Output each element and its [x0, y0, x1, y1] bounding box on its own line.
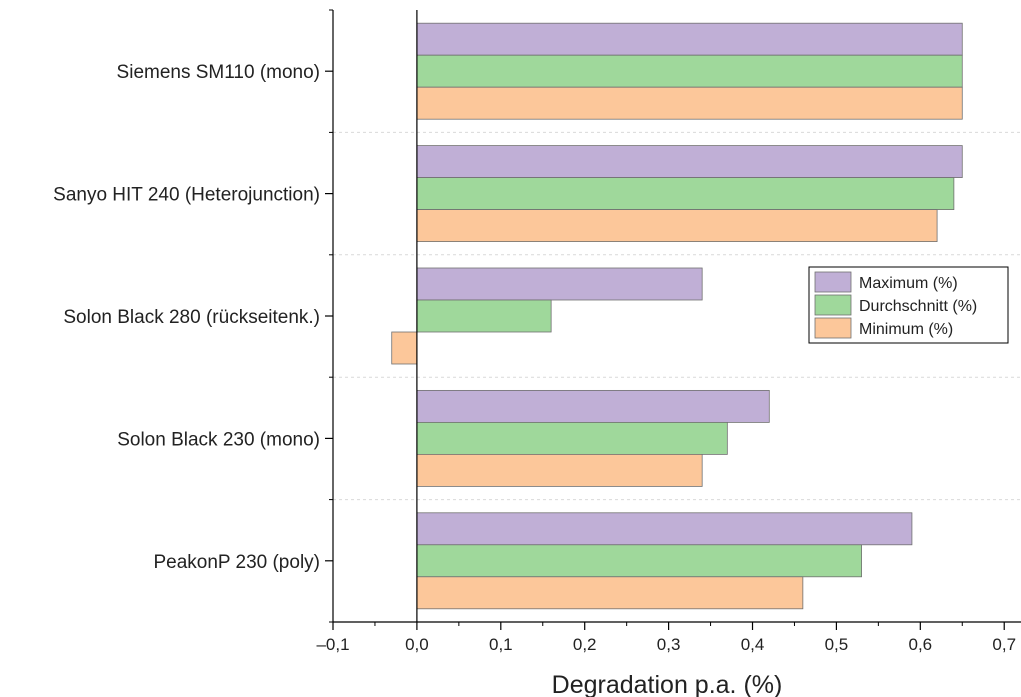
y-tick-label: Solon Black 230 (mono): [117, 429, 320, 450]
bar: [416, 54, 963, 88]
x-tick-label: 0,7: [992, 635, 1016, 654]
bar: [416, 421, 728, 455]
legend-label: Durchschnitt (%): [859, 298, 977, 315]
grid-layer: [333, 131, 1021, 501]
x-tick-label: 0,2: [573, 635, 597, 654]
legend-label: Maximum (%): [859, 275, 958, 292]
bars-layer: [391, 22, 963, 610]
y-tick-label: Sanyo HIT 240 (Heterojunction): [53, 185, 320, 206]
legend-swatch: [814, 317, 852, 339]
bar: [416, 22, 963, 56]
x-tick-label: 0,6: [908, 635, 932, 654]
bar: [391, 331, 418, 365]
bar: [416, 576, 804, 610]
axes-layer: [325, 9, 1021, 630]
bar: [416, 209, 938, 243]
bar: [416, 512, 913, 546]
y-tick-label: Siemens SM110 (mono): [117, 62, 320, 83]
labels-layer: Siemens SM110 (mono) Sanyo HIT 240 (Heter…: [53, 62, 1016, 654]
bar: [416, 453, 703, 487]
x-tick-label: 0,0: [405, 635, 429, 654]
x-tick-label: 0,1: [489, 635, 513, 654]
x-tick-label: 0,3: [657, 635, 681, 654]
bar: [416, 544, 862, 578]
legend-swatch: [814, 294, 852, 316]
legend-swatch: [814, 271, 852, 293]
bar: [416, 145, 963, 179]
x-tick-label: 0,5: [825, 635, 849, 654]
bar: [416, 299, 552, 333]
y-tick-label: PeakonP 230 (poly): [153, 552, 320, 573]
bar: [416, 177, 955, 211]
bar: [416, 267, 703, 301]
x-tick-label: 0,4: [741, 635, 765, 654]
x-axis-title: Degradation p.a. (%): [552, 671, 783, 697]
x-tick-label: –0,1: [316, 635, 349, 654]
bar: [416, 86, 963, 120]
y-tick-label: Solon Black 280 (rückseitenk.): [63, 307, 320, 328]
legend: Maximum (%) Durchschnitt (%) Minimum (%): [808, 266, 1009, 344]
bar: [416, 389, 770, 423]
legend-label: Minimum (%): [859, 321, 953, 338]
